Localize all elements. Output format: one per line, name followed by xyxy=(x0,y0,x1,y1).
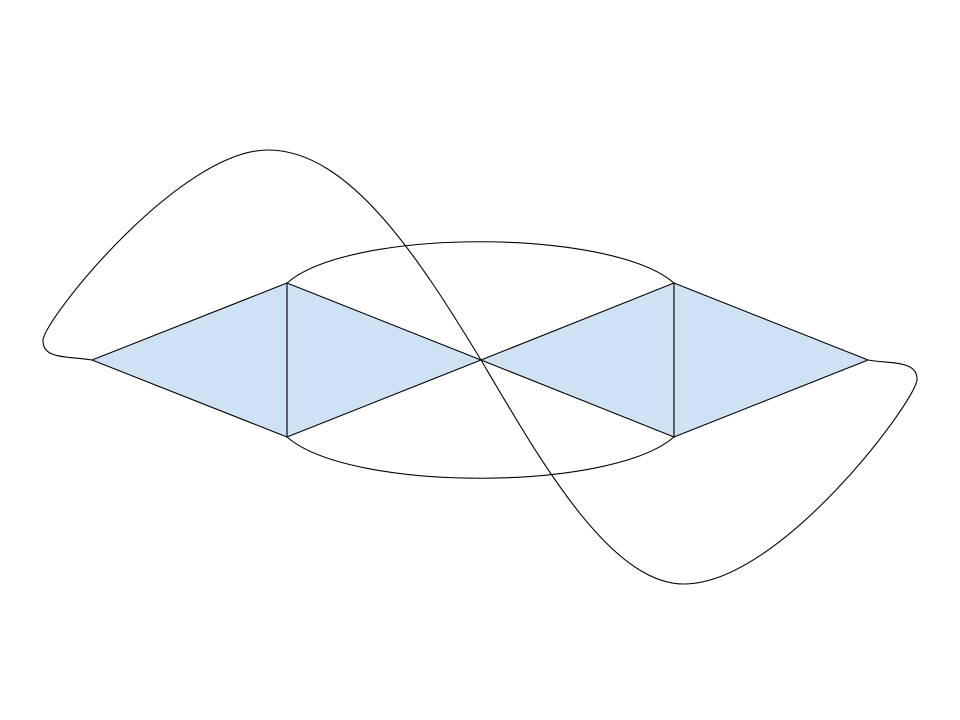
upper-arc-edge xyxy=(286,241,675,284)
right-wave-edge xyxy=(480,359,918,585)
lower-arc-edge xyxy=(286,436,675,479)
curved-edges xyxy=(42,149,918,585)
shaded-faces xyxy=(91,282,869,438)
face-right-inner xyxy=(480,282,675,438)
face-left-outer xyxy=(91,282,288,438)
face-left-inner xyxy=(286,282,482,438)
face-right-outer xyxy=(673,282,869,438)
left-wave-edge xyxy=(42,149,482,361)
